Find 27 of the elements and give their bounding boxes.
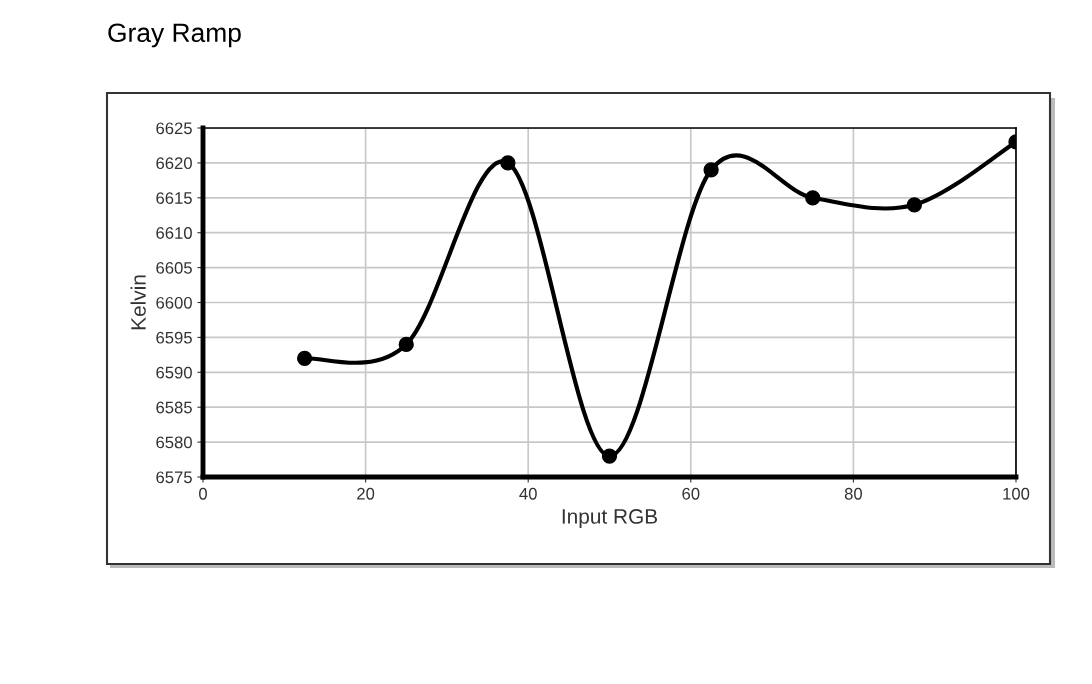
point [296,350,313,366]
point [601,448,618,464]
y-tick-label: 6595 [156,331,192,344]
y-tick-label: 6585 [156,401,192,414]
point [906,197,923,213]
point [805,190,821,206]
y-tick-label: 6590 [156,366,192,379]
y-tick-label: 6610 [156,227,192,239]
y-tick-label: 6620 [156,157,192,170]
x-tick-label: 0 [199,487,207,500]
x-axis-title: Input RGB [562,509,658,528]
x-tick-label: 40 [519,487,537,500]
y-tick-label: 6575 [156,471,192,484]
y-tick-label: 6580 [156,436,192,449]
x-tick-label: 20 [357,487,375,500]
point [500,155,516,171]
x-tick-label: 100 [1003,487,1030,500]
chart-title: Gray Ramp [108,23,241,48]
y-tick-label: 6625 [156,122,192,135]
point [398,336,414,353]
y-tick-label: 6605 [156,262,192,274]
y-tick-label: 6600 [156,296,192,309]
x-tick-label: 60 [682,487,700,500]
y-tick-label: 6615 [156,192,192,204]
y-axis-title: Kelvin [130,275,146,330]
x-tick-label: 80 [844,487,863,500]
point [703,162,719,178]
